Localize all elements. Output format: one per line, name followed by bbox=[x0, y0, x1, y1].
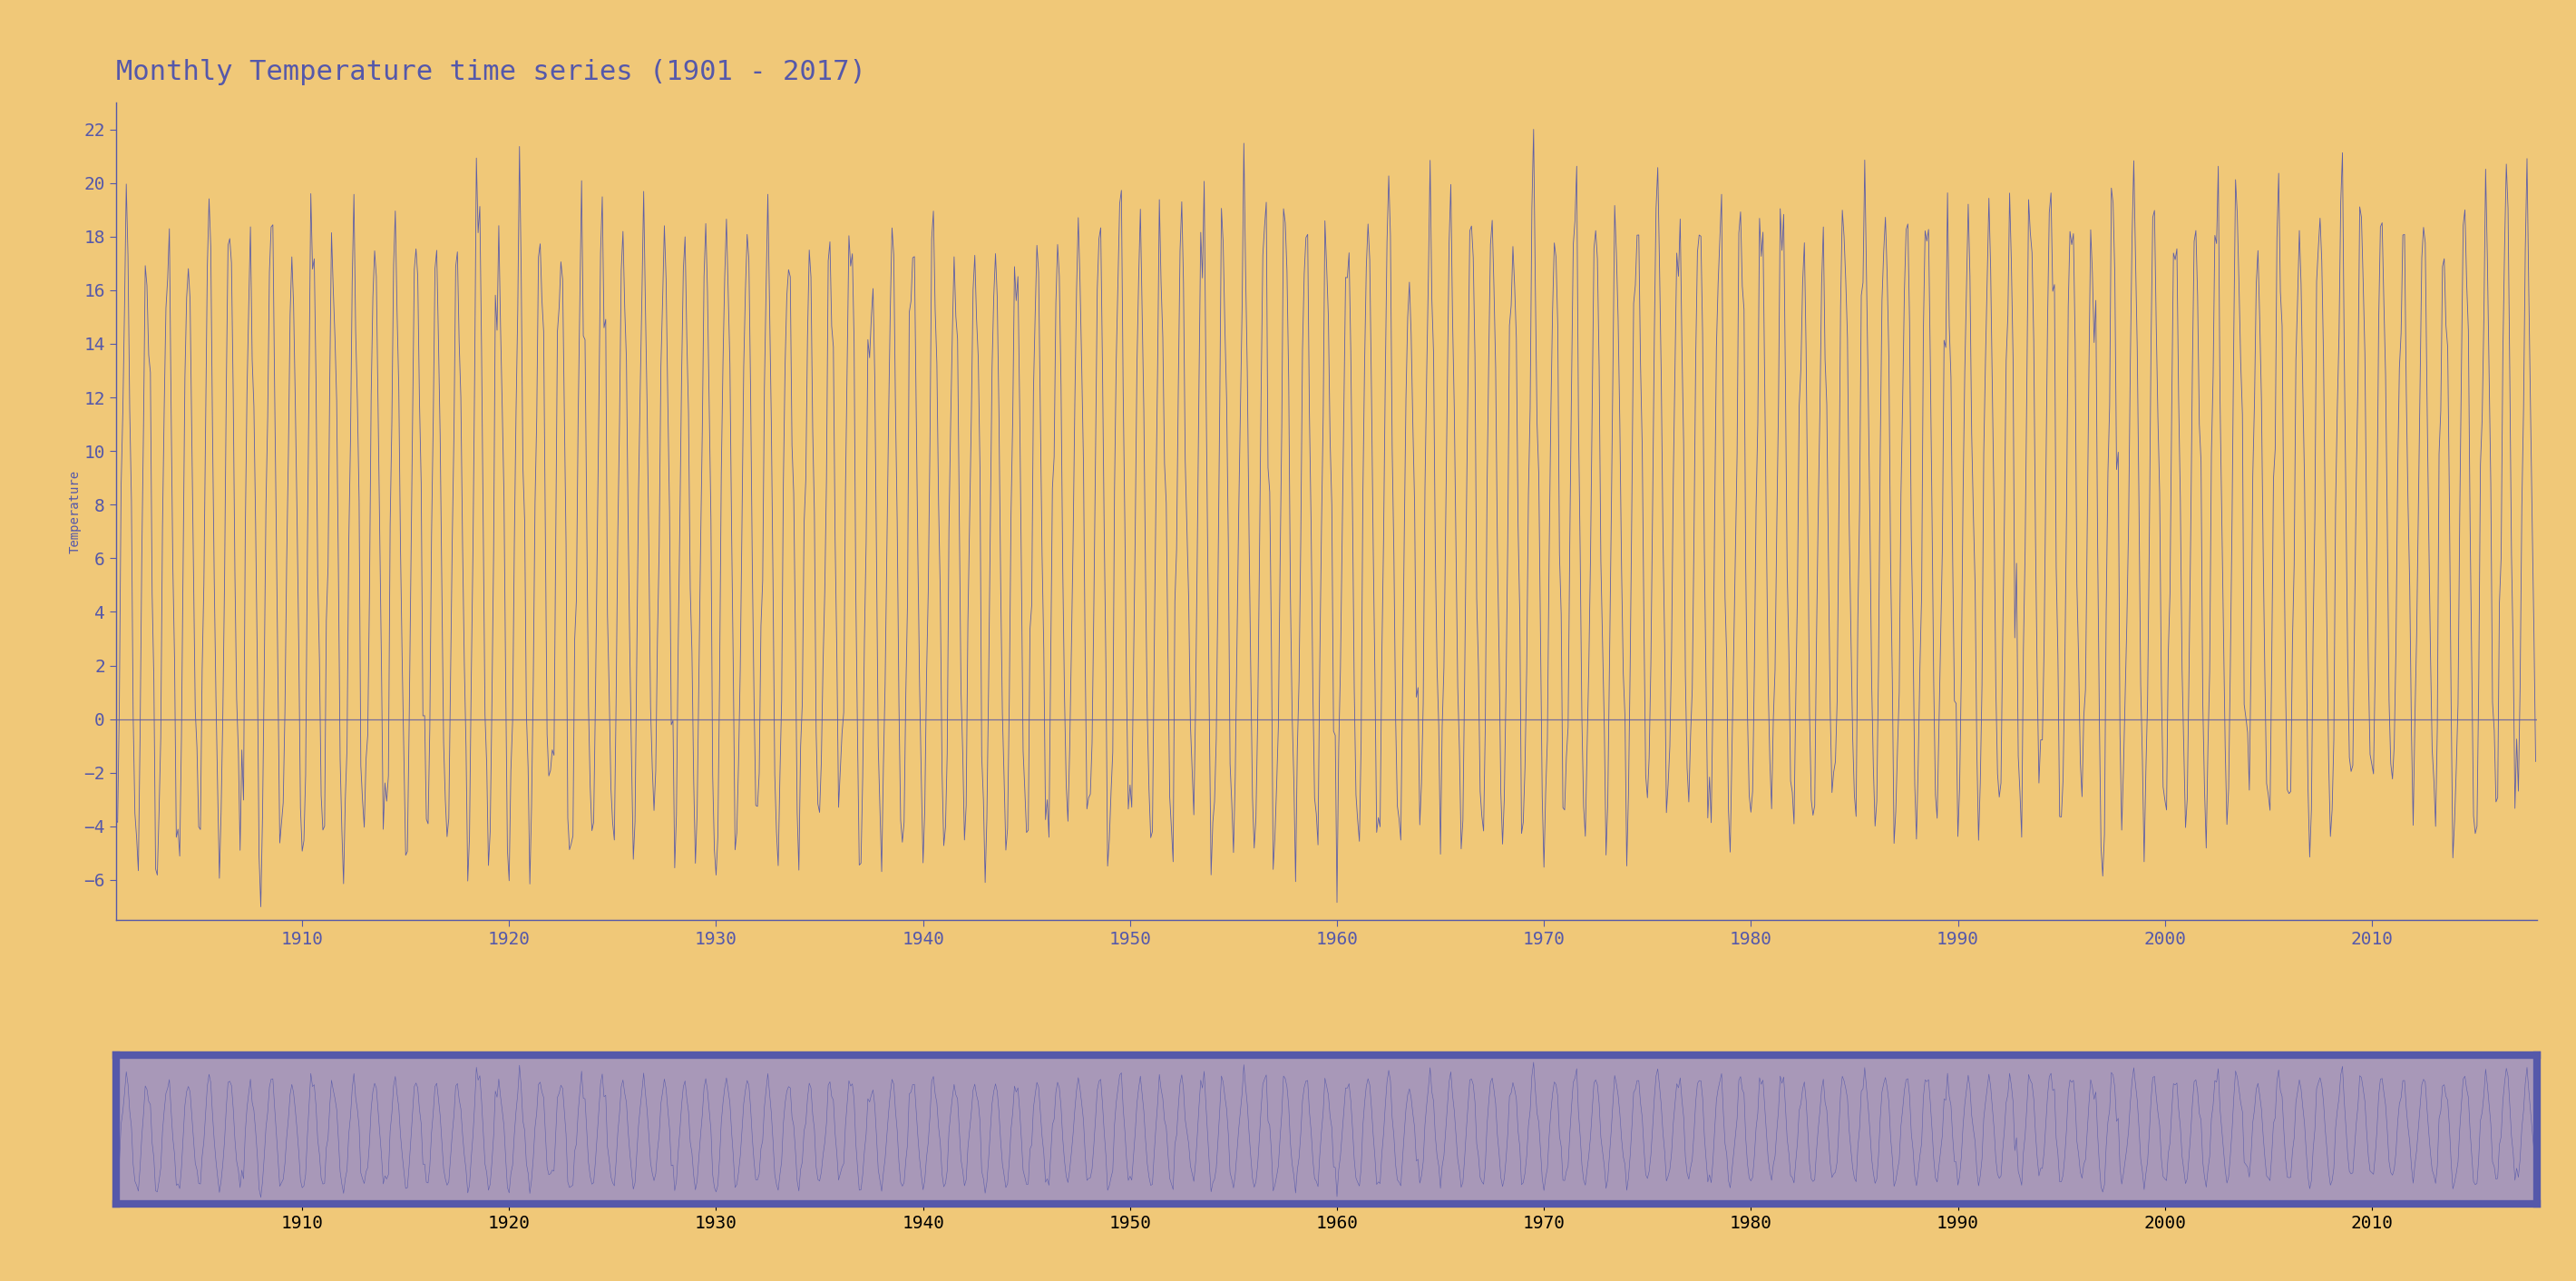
Text: Monthly Temperature time series (1901 - 2017): Monthly Temperature time series (1901 - … bbox=[116, 59, 866, 86]
Y-axis label: Temperature: Temperature bbox=[70, 470, 82, 553]
